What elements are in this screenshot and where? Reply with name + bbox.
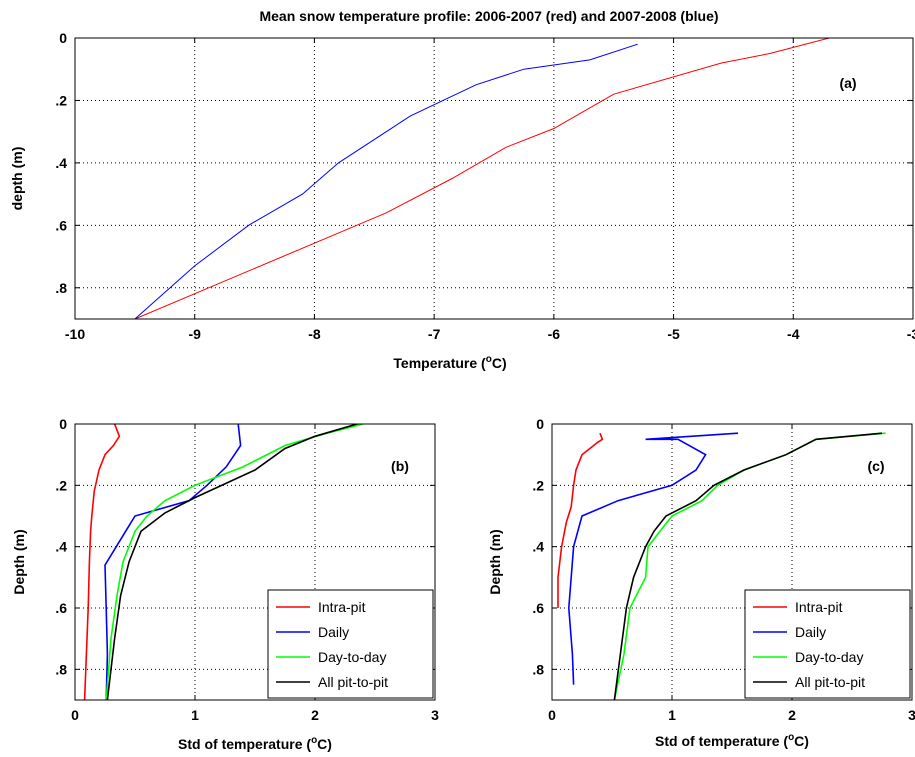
- chart-c: 0 1 2 3 0 .2 .4 .6 .8 Std of temperature (oC) Dept…: [487, 416, 915, 749]
- chart-b-legend-box: [267, 589, 434, 699]
- chart-b-panel-label: (b): [391, 458, 409, 474]
- chart-a-xtick-label-5: -5: [667, 326, 680, 342]
- chart-c-xlabel-main: Std of temperature (: [655, 733, 788, 749]
- chart-c-ytick-label-2: .4: [532, 539, 544, 555]
- chart-c-ytick-label-1: .2: [532, 477, 544, 493]
- chart-a: -10 -9 -8 -7 -6 -5 -4 -3 0 .2 .4 .6 .8 Mean snow temp…: [9, 8, 915, 371]
- chart-c-series-line-1: [567, 432, 739, 685]
- chart-a-xtick-label-2: -8: [308, 326, 321, 342]
- chart-c-legend: Intra-pit Daily Day-to-day All pit-to-pit: [744, 589, 911, 699]
- chart-c-ytick-label-0: 0: [536, 416, 544, 432]
- chart-a-ytick-label-4: .8: [55, 280, 67, 296]
- chart-c-ylabel: Depth (m): [487, 529, 503, 594]
- chart-b-ytick-label-4: .8: [55, 661, 67, 677]
- chart-a-series-line-0: [134, 38, 830, 319]
- chart-a-xtick-label-3: -7: [428, 326, 441, 342]
- chart-a-ytick-label-3: .6: [55, 217, 67, 233]
- chart-c-legend-label-3: All pit-to-pit: [795, 674, 865, 690]
- chart-c-xlabel: Std of temperature (oC): [655, 732, 809, 749]
- chart-b-xtick-label-1: 1: [191, 707, 199, 723]
- chart-b-xlabel: Std of temperature (oC): [178, 735, 332, 752]
- chart-b-axes-box: [74, 423, 436, 701]
- chart-b-ytick-label-1: .2: [55, 477, 67, 493]
- chart-b-xlabel-end: C): [317, 736, 332, 752]
- chart-c-xlabel-sup: o: [788, 732, 794, 743]
- chart-b-legend-label-2: Day-to-day: [318, 649, 386, 665]
- chart-b-legend-label-0: Intra-pit: [318, 599, 366, 615]
- chart-a-xlabel-main: Temperature (: [393, 355, 486, 371]
- chart-c-axes-box: [551, 423, 913, 701]
- chart-c-series-line-3: [613, 432, 883, 700]
- chart-b-xtick-label-3: 3: [431, 707, 439, 723]
- chart-c-xtick-label-2: 2: [788, 707, 796, 723]
- chart-a-xlabel-sup: o: [486, 354, 492, 365]
- chart-b-xlabel-main: Std of temperature (: [178, 736, 311, 752]
- chart-c-xtick-label-3: 3: [908, 707, 915, 723]
- chart-a-title: Mean snow temperature profile: 2006-2007…: [259, 8, 718, 24]
- chart-c-series-line-0: [557, 432, 604, 608]
- chart-c-legend-box: [744, 589, 911, 699]
- chart-b-legend-label-3: All pit-to-pit: [318, 674, 388, 690]
- chart-c-ytick-label-3: .6: [532, 600, 544, 616]
- chart-b: 0 1 2 3 0 .2 .4 .6 .8 Std of temperature (oC) Dept…: [11, 416, 439, 752]
- chart-a-ylabel: depth (m): [9, 147, 25, 211]
- chart-a-xlabel-end: C): [492, 355, 507, 371]
- chart-c-legend-label-1: Daily: [795, 624, 826, 640]
- chart-c-legend-label-2: Day-to-day: [795, 649, 863, 665]
- chart-b-series-line-2: [105, 424, 364, 700]
- chart-c-legend-label-0: Intra-pit: [795, 599, 843, 615]
- chart-a-panel-label: (a): [839, 75, 856, 91]
- chart-c-xlabel-end: C): [794, 733, 809, 749]
- chart-b-xtick-label-2: 2: [311, 707, 319, 723]
- chart-b-xtick-label-0: 0: [71, 707, 79, 723]
- chart-a-ytick-label-0: 0: [59, 30, 67, 46]
- chart-b-ytick-label-0: 0: [59, 416, 67, 432]
- chart-a-ytick-label-1: .2: [55, 92, 67, 108]
- chart-b-ytick-label-3: .6: [55, 600, 67, 616]
- chart-b-series-line-0: [83, 424, 121, 700]
- chart-a-xtick-label-0: -10: [65, 326, 85, 342]
- chart-b-ylabel: Depth (m): [11, 529, 27, 594]
- chart-c-xtick-label-1: 1: [668, 707, 676, 723]
- chart-a-axes-box: [74, 37, 914, 320]
- chart-c-panel-label: (c): [867, 458, 884, 474]
- chart-a-series-line-1: [134, 43, 638, 319]
- chart-a-xtick-label-1: -9: [188, 326, 201, 342]
- chart-a-ytick-label-2: .4: [55, 155, 67, 171]
- chart-a-xlabel: Temperature (oC): [393, 354, 506, 371]
- chart-c-xtick-label-0: 0: [548, 707, 556, 723]
- chart-a-xtick-label-4: -6: [548, 326, 561, 342]
- chart-b-xlabel-sup: o: [311, 735, 317, 746]
- chart-a-xtick-label-6: -4: [787, 326, 800, 342]
- chart-b-ytick-label-2: .4: [55, 539, 67, 555]
- chart-a-xtick-label-7: -3: [907, 326, 915, 342]
- chart-b-legend: Intra-pit Daily Day-to-day All pit-to-pit: [267, 589, 434, 699]
- chart-b-legend-label-1: Daily: [318, 624, 349, 640]
- chart-c-ytick-label-4: .8: [532, 661, 544, 677]
- chart-b-series-line-1: [104, 424, 242, 700]
- chart-b-series-line-3: [106, 424, 358, 700]
